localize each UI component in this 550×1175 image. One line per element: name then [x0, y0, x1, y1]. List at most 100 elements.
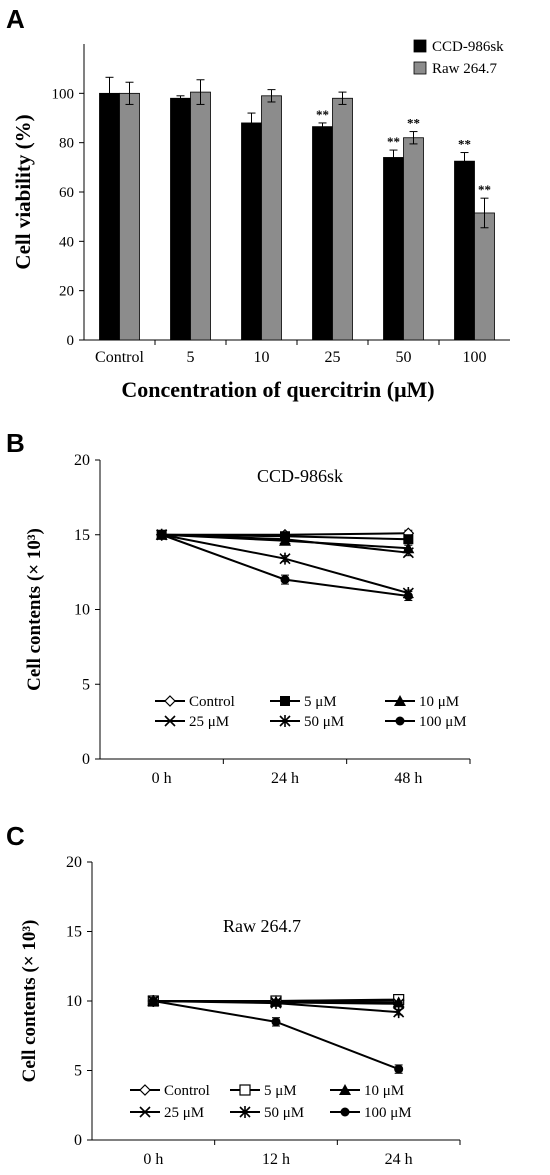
x-tick-label: 12 h [262, 1151, 290, 1168]
y-tick-label: 0 [82, 751, 90, 768]
series-line [153, 1000, 400, 1071]
marker-circle [340, 1107, 350, 1117]
bar-raw-264-7 [332, 97, 353, 341]
panel-a-bar-chart: 0 20 40 60 80 100 Control 5 10 25 50 100 ** ** ** ** ** C… [11, 39, 510, 402]
y-tick-label: 10 [74, 602, 90, 619]
marker-x [393, 998, 405, 1010]
bar-ccd-986sk [241, 122, 262, 341]
marker-square [280, 696, 290, 706]
marker-star [239, 1106, 251, 1118]
legend-label: 5 μM [304, 694, 337, 710]
bar-ccd-986sk [383, 157, 404, 341]
x-tick-label: 24 h [385, 1151, 413, 1168]
y-tick-label: 15 [74, 527, 90, 544]
y-tick-label: 15 [66, 924, 82, 941]
x-tick-label: 25 [325, 349, 341, 366]
significance-marker: ** [407, 116, 420, 131]
marker-circle [394, 1064, 404, 1074]
y-tick-label: 100 [52, 86, 75, 102]
legend-swatch [413, 61, 427, 75]
panel-label-c: C [6, 821, 25, 851]
significance-marker: ** [316, 107, 329, 122]
y-tick-label: 40 [59, 234, 74, 250]
x-tick-label: 5 [187, 349, 195, 366]
legend-label: CCD-986sk [432, 39, 504, 55]
legend-label: 100 μM [364, 1105, 412, 1121]
marker-square [403, 534, 414, 545]
marker-x [279, 533, 291, 545]
y-tick-label: 5 [82, 676, 90, 693]
y-axis-title: Cell viability (%) [11, 114, 35, 269]
marker-triangle [339, 1084, 351, 1095]
significance-marker: ** [478, 182, 491, 197]
x-tick-label: 0 h [152, 770, 172, 787]
y-tick-label: 5 [74, 1063, 82, 1080]
marker-star [279, 715, 291, 727]
legend-label: Control [164, 1083, 210, 1099]
x-tick-label: Control [95, 349, 144, 366]
bar-raw-264-7 [403, 137, 424, 341]
legend-label: Raw 264.7 [432, 61, 497, 77]
y-tick-label: 80 [59, 136, 74, 152]
bar-ccd-986sk [454, 160, 475, 341]
legend-label: 100 μM [419, 714, 467, 730]
y-tick-label: 10 [66, 993, 82, 1010]
y-axis-title: Cell contents (× 10³) [24, 528, 45, 691]
y-tick-label: 0 [74, 1132, 82, 1149]
marker-star [279, 552, 291, 565]
y-tick-label: 20 [74, 452, 90, 469]
x-tick-label: 10 [254, 349, 270, 366]
bar-raw-264-7 [119, 92, 140, 341]
x-tick-label: 100 [463, 349, 487, 366]
marker-circle [157, 530, 167, 540]
bar-ccd-986sk [99, 92, 120, 341]
marker-diamond-open [139, 1084, 151, 1096]
legend-label: 25 μM [164, 1105, 204, 1121]
marker-diamond-open [164, 695, 176, 707]
marker-square-open [239, 1084, 251, 1096]
legend-label: 25 μM [189, 714, 229, 730]
x-tick-label: 50 [396, 349, 412, 366]
bar-raw-264-7 [261, 95, 282, 341]
significance-marker: ** [458, 137, 471, 152]
panel-b-line-chart: 0 5 10 15 20 0 h 24 h 48 h CCD-986sk Cell content… [24, 452, 471, 787]
bar-raw-264-7 [190, 91, 211, 341]
y-tick-label: 0 [67, 333, 75, 349]
legend-label: 50 μM [264, 1105, 304, 1121]
marker-x [139, 1106, 151, 1118]
significance-marker: ** [387, 134, 400, 149]
marker-circle [271, 1017, 281, 1027]
y-tick-label: 20 [59, 284, 74, 300]
bar-ccd-986sk [312, 126, 333, 341]
marker-x [402, 547, 414, 559]
marker-triangle [394, 695, 406, 706]
marker-circle [280, 575, 290, 585]
y-axis-title: Cell contents (× 10³) [19, 920, 40, 1083]
y-tick-label: 60 [59, 185, 74, 201]
marker-circle [395, 716, 405, 726]
legend-label: 50 μM [304, 714, 344, 730]
chart-title: Raw 264.7 [223, 916, 301, 936]
legend-label: 10 μM [419, 694, 459, 710]
panel-c-line-chart: 0 5 10 15 20 0 h 12 h 24 h Raw 264.7 Cell content… [19, 854, 461, 1168]
bar-ccd-986sk [170, 97, 191, 341]
x-tick-label: 48 h [394, 770, 422, 787]
bar-raw-264-7 [474, 212, 495, 341]
panel-label-b: B [6, 428, 25, 458]
marker-star [393, 1006, 405, 1019]
panel-label-a: A [6, 4, 25, 34]
legend-swatch [413, 39, 427, 53]
marker-circle [403, 591, 413, 601]
legend-label: Control [189, 694, 235, 710]
x-tick-label: 0 h [143, 1151, 163, 1168]
legend-label: 10 μM [364, 1083, 404, 1099]
y-tick-label: 20 [66, 854, 82, 871]
marker-star [270, 997, 282, 1010]
marker-circle [148, 996, 158, 1006]
x-axis-title: Concentration of quercitrin (μM) [121, 377, 434, 402]
legend-label: 5 μM [264, 1083, 297, 1099]
marker-x [164, 715, 176, 727]
x-tick-label: 24 h [271, 770, 299, 787]
chart-title: CCD-986sk [257, 466, 343, 486]
